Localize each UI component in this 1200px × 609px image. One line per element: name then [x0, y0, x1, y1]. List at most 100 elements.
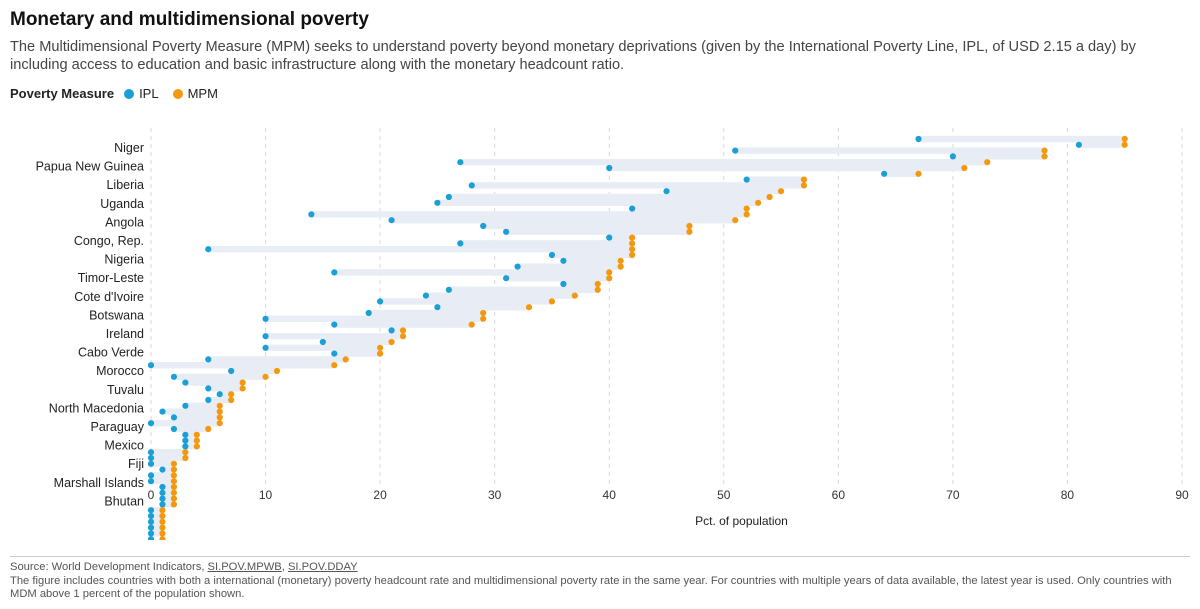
ipl-point — [468, 182, 475, 189]
mpm-point — [239, 379, 246, 386]
mpm-point — [377, 344, 384, 351]
mpm-point — [228, 391, 235, 398]
x-tick-label: 10 — [259, 488, 273, 502]
mpm-point — [777, 188, 785, 195]
range-band — [173, 414, 220, 421]
country-label: Morocco — [96, 364, 144, 378]
legend-item-mpm[interactable]: MPM — [169, 86, 218, 101]
range-band — [162, 501, 174, 508]
range-band — [185, 431, 197, 438]
mpm-point — [800, 176, 808, 183]
axis-layer: 0 10 20 30 40 50 60 70 80 90 Pct. of population — [148, 488, 1189, 528]
mpm-point — [594, 286, 601, 293]
country-label: Angola — [105, 215, 144, 229]
mpm-point — [686, 228, 693, 235]
ipl-point — [159, 408, 166, 415]
ipl-point — [205, 356, 212, 363]
range-band — [471, 182, 804, 189]
country-label: Nigeria — [104, 253, 144, 267]
range-band — [151, 507, 163, 514]
ipl-point — [514, 263, 521, 270]
source-prefix: Source: World Development Indicators, — [10, 561, 205, 573]
range-band — [151, 524, 163, 531]
ipl-point — [606, 234, 613, 241]
range-band — [185, 402, 220, 409]
range-band — [151, 362, 335, 369]
ipl-point — [147, 478, 155, 485]
mpm-point — [159, 507, 166, 514]
range-band — [162, 489, 174, 496]
country-label: Botswana — [89, 308, 144, 322]
range-band — [666, 188, 782, 195]
ipl-point — [560, 280, 567, 288]
mpm-point — [170, 460, 178, 467]
ipl-point — [147, 524, 155, 531]
mpm-point — [961, 164, 968, 172]
legend-ipl-swatch — [124, 88, 135, 99]
x-tick-label: 0 — [148, 488, 155, 502]
ipl-point — [159, 483, 166, 491]
ipl-point — [331, 350, 338, 357]
ipl-point — [743, 176, 750, 183]
mpm-point — [468, 321, 475, 328]
source-link-dday[interactable]: SI.POV.DDAY — [287, 561, 358, 573]
ipl-point — [365, 309, 372, 317]
range-band — [448, 286, 598, 293]
mpm-point — [377, 350, 384, 357]
mpm-point — [182, 454, 189, 462]
ipl-point — [663, 188, 670, 195]
footer: Source: World Development Indicators, SI… — [10, 556, 1190, 602]
range-band — [151, 530, 163, 537]
country-label: Liberia — [106, 178, 144, 192]
mpm-point — [170, 495, 178, 502]
ipl-point — [228, 367, 235, 375]
country-label: Paraguay — [90, 420, 144, 434]
mpm-point — [331, 362, 338, 369]
mpm-point — [399, 333, 407, 340]
ipl-point — [503, 228, 510, 235]
ipl-point — [732, 147, 739, 154]
mpm-point — [617, 263, 624, 270]
source-sep: , — [281, 561, 285, 573]
ipl-point — [159, 466, 166, 473]
mpm-point — [1121, 141, 1128, 148]
mpm-point — [743, 211, 750, 218]
range-band — [162, 495, 174, 502]
range-band — [884, 170, 919, 177]
range-band — [437, 199, 759, 206]
range-band — [208, 385, 243, 392]
mpm-point — [686, 222, 693, 230]
mpm-point — [629, 234, 636, 241]
country-label: Congo, Rep. — [74, 234, 144, 248]
ipl-point — [205, 396, 212, 404]
range-band — [311, 211, 747, 218]
mpm-point — [617, 257, 624, 264]
range-band — [208, 396, 232, 404]
mpm-point — [239, 385, 246, 392]
ipl-point — [457, 159, 464, 166]
ipl-point — [422, 292, 430, 299]
mpm-point — [216, 402, 223, 409]
ipl-point — [503, 275, 510, 282]
range-band — [746, 176, 804, 183]
legend-item-ipl[interactable]: IPL — [120, 86, 159, 101]
range-band — [151, 478, 174, 485]
range-band — [563, 280, 598, 288]
mpm-point — [216, 420, 223, 427]
ipl-point — [170, 425, 178, 433]
ipl-point — [147, 536, 155, 540]
chart-title: Monetary and multidimensional poverty — [10, 9, 369, 30]
mpm-point — [205, 425, 212, 433]
ipl-point — [308, 211, 315, 218]
ipl-point — [182, 379, 189, 386]
ipl-point — [377, 298, 384, 305]
mpm-point — [273, 367, 281, 375]
ipl-point — [182, 437, 189, 444]
ipl-point — [205, 385, 212, 392]
source-link-mpwb[interactable]: SI.POV.MPWB — [207, 561, 282, 573]
mpm-point — [342, 356, 349, 363]
mpm-point — [629, 246, 636, 253]
country-label: Uganda — [100, 197, 144, 211]
ipl-point — [147, 472, 155, 479]
mpm-point — [159, 536, 166, 540]
